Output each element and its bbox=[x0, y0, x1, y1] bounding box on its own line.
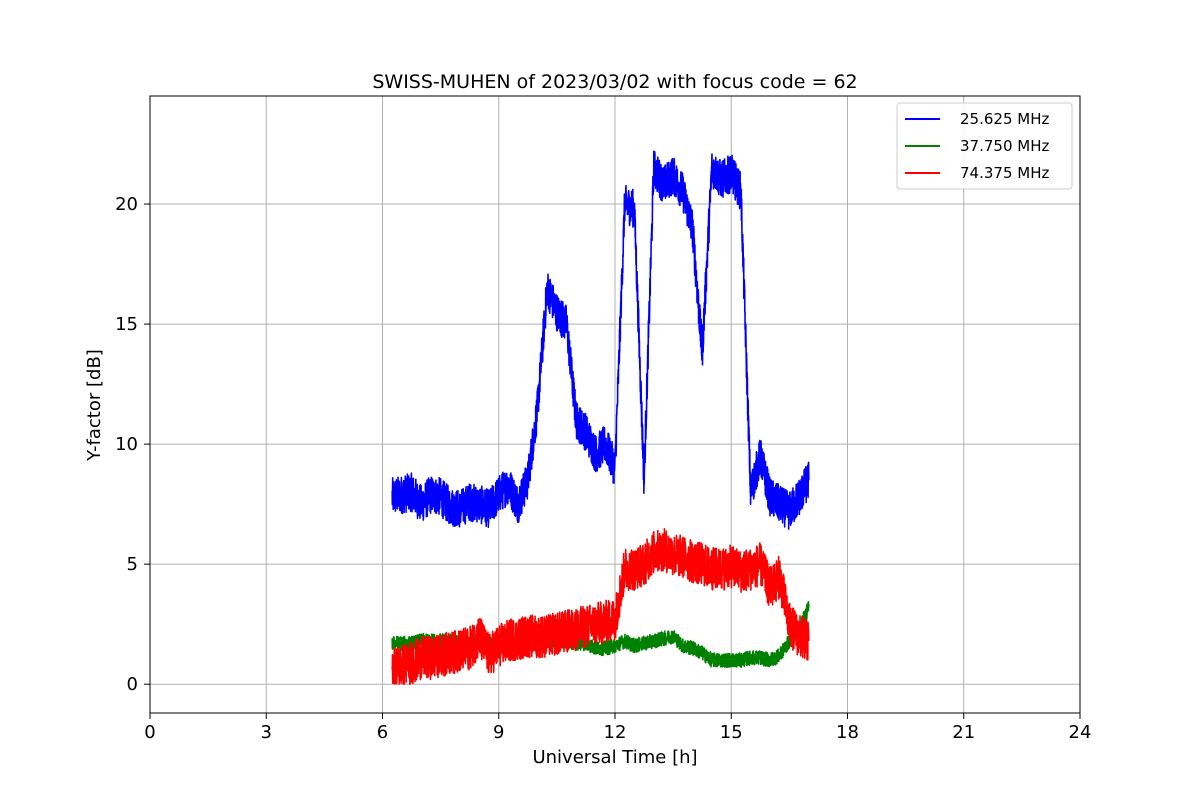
x-tick-label: 12 bbox=[604, 722, 627, 743]
x-axis-ticks: 0 3 6 9 12 15 18 21 24 bbox=[144, 713, 1091, 743]
x-tick-label: 15 bbox=[720, 722, 743, 743]
y-axis-ticks: 0 5 10 15 20 bbox=[115, 194, 150, 695]
legend: 25.625 MHz 37.750 MHz 74.375 MHz bbox=[896, 102, 1073, 190]
y-tick-label: 15 bbox=[115, 314, 138, 335]
legend-label: 25.625 MHz bbox=[960, 110, 1049, 128]
x-tick-label: 24 bbox=[1069, 722, 1092, 743]
y-axis-label: Y-factor [dB] bbox=[84, 349, 105, 462]
x-tick-label: 3 bbox=[261, 722, 272, 743]
data-series bbox=[391, 150, 810, 686]
x-tick-label: 21 bbox=[952, 722, 975, 743]
x-axis-label: Universal Time [h] bbox=[532, 747, 697, 768]
series-line-3 bbox=[391, 527, 810, 686]
series-line-1 bbox=[391, 150, 810, 530]
legend-label: 74.375 MHz bbox=[960, 164, 1049, 182]
x-tick-label: 18 bbox=[836, 722, 859, 743]
chart-title: SWISS-MUHEN of 2023/03/02 with focus cod… bbox=[372, 71, 857, 93]
y-tick-label: 10 bbox=[115, 434, 138, 455]
legend-label: 37.750 MHz bbox=[960, 137, 1049, 155]
x-tick-label: 9 bbox=[493, 722, 504, 743]
grid bbox=[149, 96, 1081, 713]
y-tick-label: 20 bbox=[115, 194, 138, 215]
legend-box bbox=[896, 102, 1073, 190]
y-tick-label: 5 bbox=[127, 554, 138, 575]
y-tick-label: 0 bbox=[127, 674, 138, 695]
x-tick-label: 6 bbox=[377, 722, 388, 743]
x-tick-label: 0 bbox=[144, 722, 155, 743]
